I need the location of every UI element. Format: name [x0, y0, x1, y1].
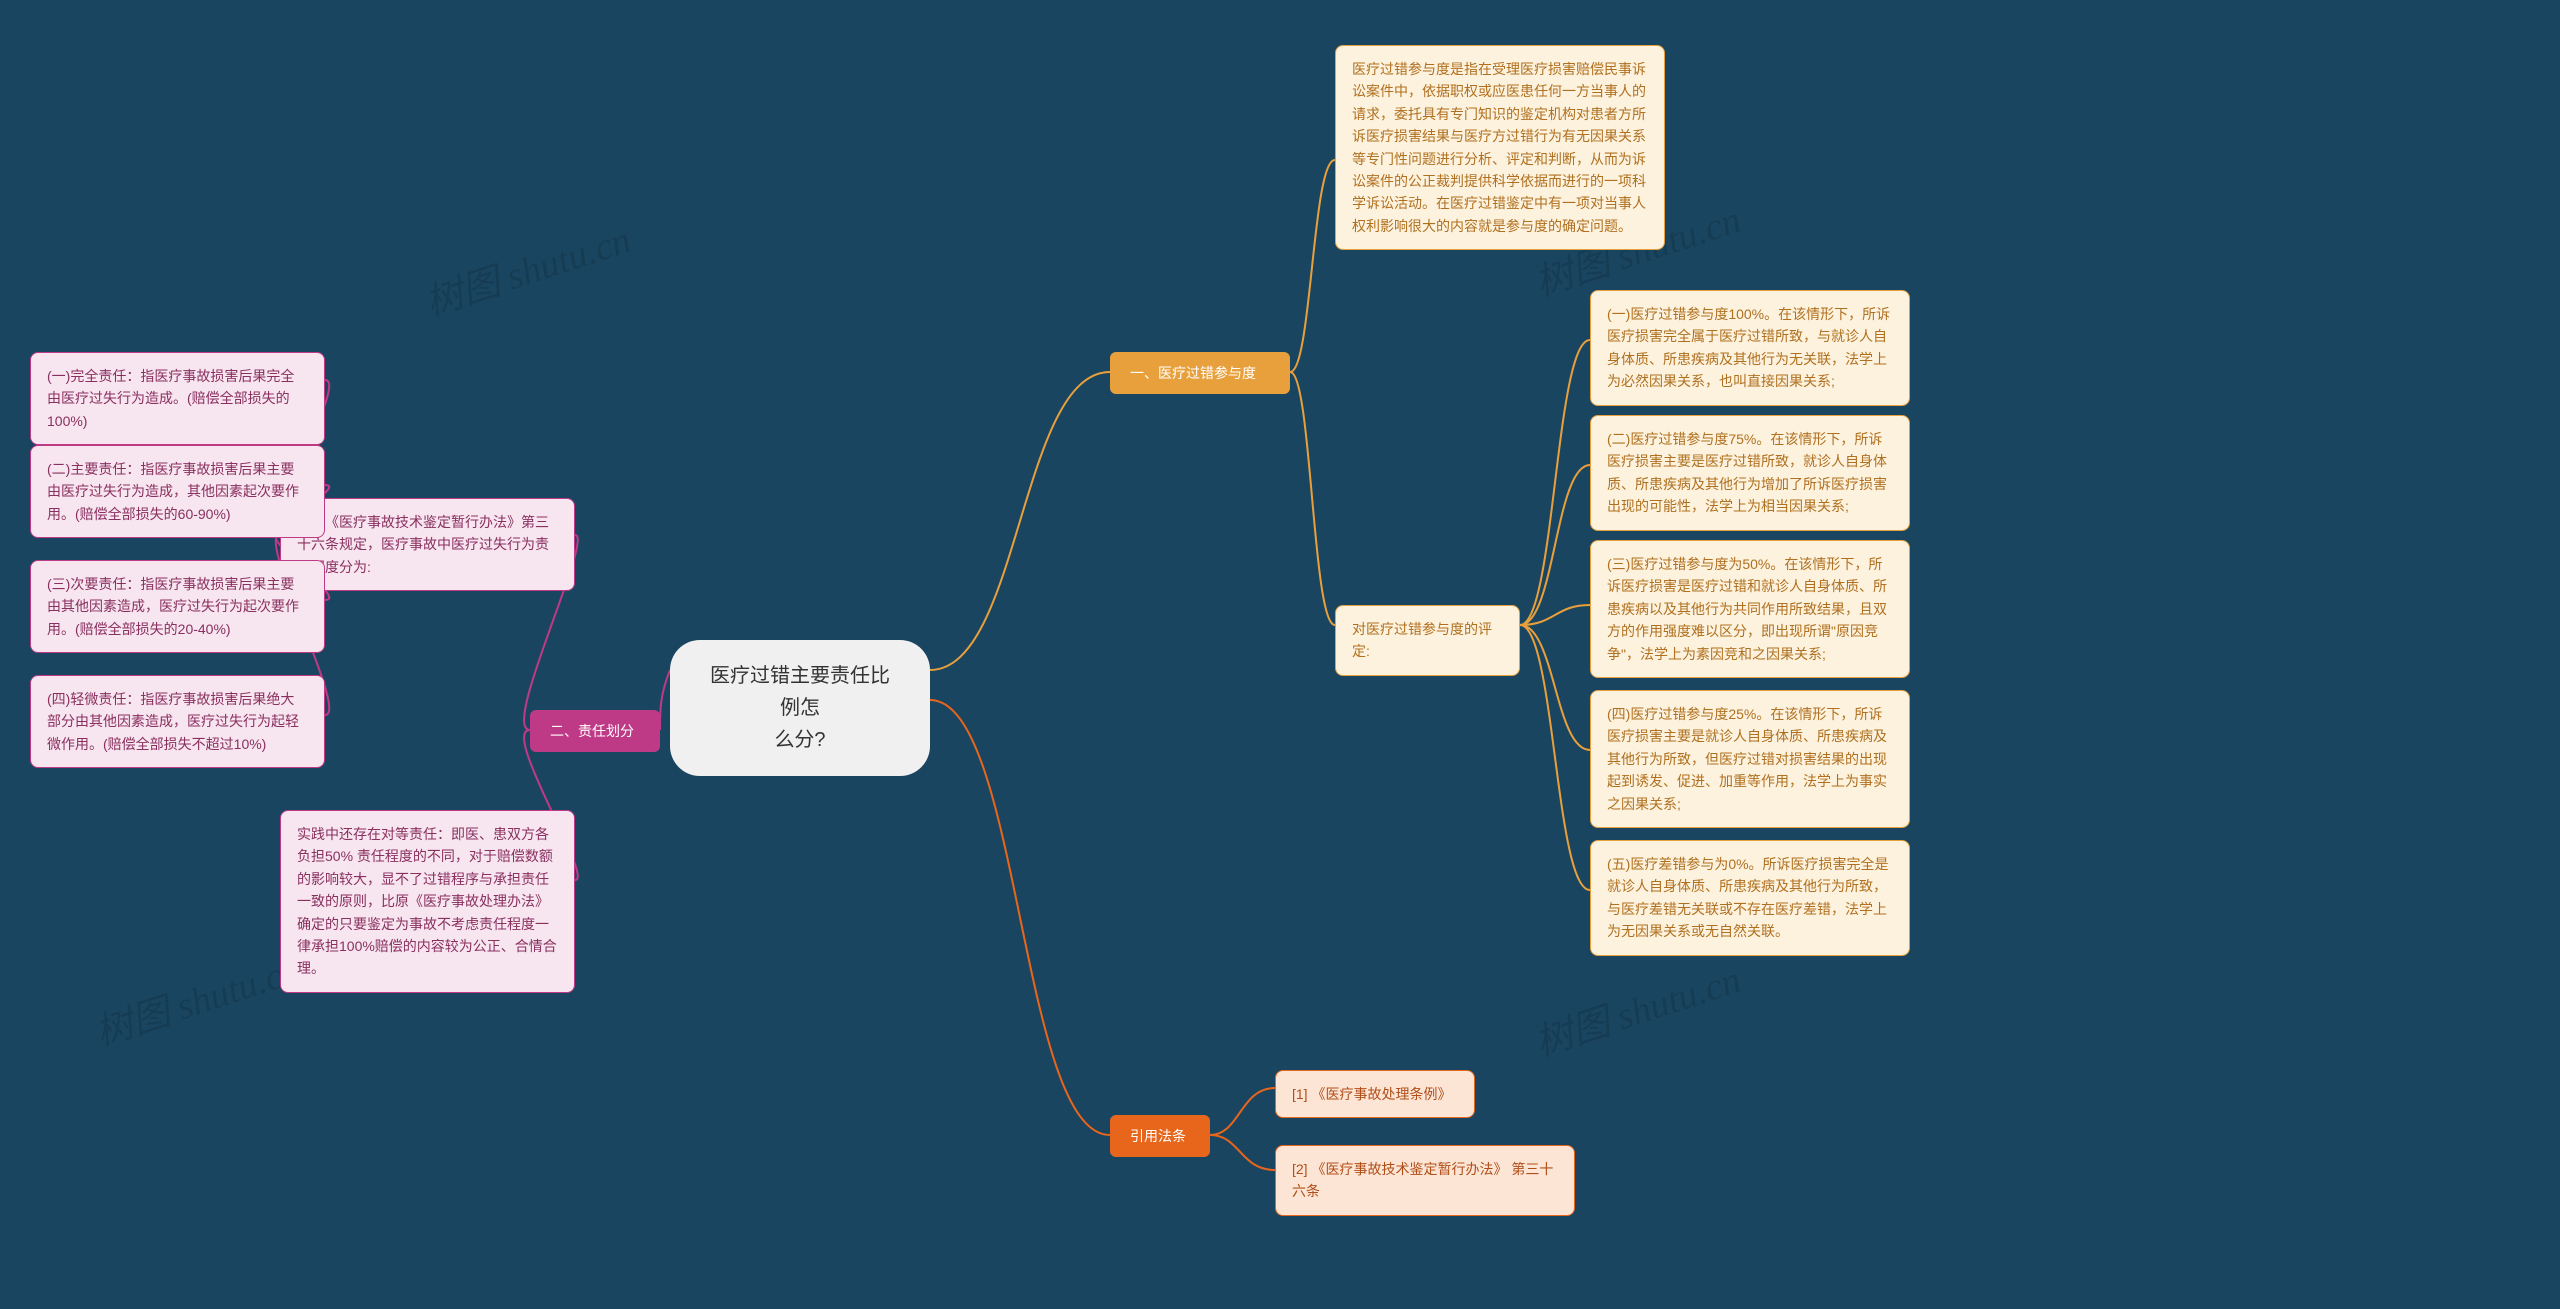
node-n1b1[interactable]: (一)医疗过错参与度100%。在该情形下，所诉医疗损害完全属于医疗过错所致，与就…: [1590, 290, 1910, 406]
center-topic[interactable]: 医疗过错主要责任比例怎么分?: [670, 640, 930, 776]
node-n2a3[interactable]: (三)次要责任：指医疗事故损害后果主要由其他因素造成，医疗过失行为起次要作用。(…: [30, 560, 325, 653]
node-n2a2[interactable]: (二)主要责任：指医疗事故损害后果主要由医疗过失行为造成，其他因素起次要作用。(…: [30, 445, 325, 538]
node-n1b3[interactable]: (三)医疗过错参与度为50%。在该情形下，所诉医疗损害是医疗过错和就诊人自身体质…: [1590, 540, 1910, 678]
node-n3a[interactable]: [1] 《医疗事故处理条例》: [1275, 1070, 1475, 1118]
connector-edge: [930, 700, 1110, 1135]
node-n1[interactable]: 一、医疗过错参与度: [1110, 352, 1290, 394]
node-n2a4[interactable]: (四)轻微责任：指医疗事故损害后果绝大部分由其他因素造成，医疗过失行为起轻微作用…: [30, 675, 325, 768]
connector-edge: [660, 670, 670, 730]
connector-edge: [1210, 1135, 1275, 1170]
connector-edge: [930, 372, 1110, 670]
connector-edge: [1290, 372, 1335, 625]
node-n2[interactable]: 二、责任划分: [530, 710, 660, 752]
connector-edge: [1520, 340, 1590, 625]
connector-edge: [1520, 625, 1590, 890]
connector-edge: [1520, 625, 1590, 750]
node-n1b5[interactable]: (五)医疗差错参与为0%。所诉医疗损害完全是就诊人自身体质、所患疾病及其他行为所…: [1590, 840, 1910, 956]
connector-edge: [1210, 1088, 1275, 1135]
node-n1b[interactable]: 对医疗过错参与度的评定:: [1335, 605, 1520, 676]
node-n3[interactable]: 引用法条: [1110, 1115, 1210, 1157]
node-n1b4[interactable]: (四)医疗过错参与度25%。在该情形下，所诉医疗损害主要是就诊人自身体质、所患疾…: [1590, 690, 1910, 828]
connector-edge: [1290, 160, 1335, 372]
node-n1b2[interactable]: (二)医疗过错参与度75%。在该情形下，所诉医疗损害主要是医疗过错所致，就诊人自…: [1590, 415, 1910, 531]
node-n2a1[interactable]: (一)完全责任：指医疗事故损害后果完全由医疗过失行为造成。(赔偿全部损失的100…: [30, 352, 325, 445]
node-n3b[interactable]: [2] 《医疗事故技术鉴定暂行办法》 第三十六条: [1275, 1145, 1575, 1216]
node-n1a[interactable]: 医疗过错参与度是指在受理医疗损害赔偿民事诉讼案件中，依据职权或应医患任何一方当事…: [1335, 45, 1665, 250]
node-n2b[interactable]: 实践中还存在对等责任：即医、患双方各负担50% 责任程度的不同，对于赔偿数额的影…: [280, 810, 575, 993]
